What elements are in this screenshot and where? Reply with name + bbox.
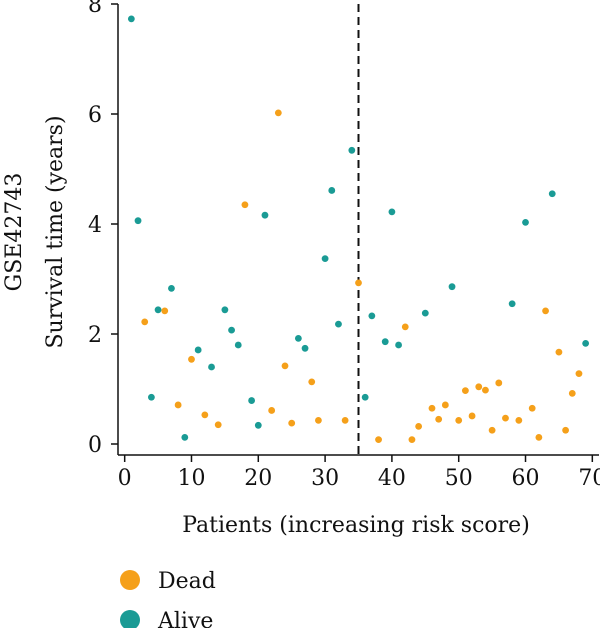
data-point-dead xyxy=(468,412,476,420)
legend-label-alive: Alive xyxy=(157,609,213,628)
data-point-dead xyxy=(435,415,443,423)
data-point-dead xyxy=(562,426,569,434)
data-point-dead xyxy=(568,390,576,397)
x-axis-ticks: 0 10 20 30 40 50 60 70 xyxy=(118,455,600,491)
data-point-dead xyxy=(174,401,182,409)
data-point-dead xyxy=(408,436,416,443)
data-point-dead xyxy=(455,416,463,424)
data-point-dead xyxy=(575,370,583,377)
data-point-alive xyxy=(234,341,242,349)
y-tick-label: 6 xyxy=(88,103,102,128)
data-point-dead xyxy=(461,387,469,395)
data-point-dead xyxy=(528,404,536,412)
data-point-alive xyxy=(221,306,229,314)
data-point-alive xyxy=(381,338,389,346)
data-point-dead xyxy=(201,411,209,419)
data-point-dead xyxy=(535,434,543,441)
data-point-alive xyxy=(261,211,269,219)
data-point-dead xyxy=(214,421,222,429)
x-tick-label: 50 xyxy=(445,466,473,491)
data-point-dead xyxy=(401,323,409,331)
data-point-alive xyxy=(548,190,556,198)
data-point-alive xyxy=(361,393,369,401)
data-point-alive xyxy=(321,255,329,263)
legend-label-dead: Dead xyxy=(158,569,216,594)
data-point-alive xyxy=(254,421,262,429)
data-point-alive xyxy=(301,344,309,352)
data-point-alive xyxy=(228,326,235,334)
data-point-dead xyxy=(415,423,423,430)
data-point-alive xyxy=(522,218,529,226)
data-point-alive xyxy=(421,309,429,317)
x-tick-label: 20 xyxy=(244,466,272,491)
data-point-alive xyxy=(134,217,142,225)
data-point-dead xyxy=(475,383,483,391)
x-tick-label: 60 xyxy=(512,466,540,491)
y-tick-label: 2 xyxy=(88,323,102,348)
y-tick-label: 0 xyxy=(88,433,102,458)
legend-marker-alive xyxy=(120,610,140,628)
data-point-dead xyxy=(502,414,509,422)
data-point-dead xyxy=(488,426,496,434)
data-point-dead xyxy=(268,407,276,414)
data-point-alive xyxy=(208,363,215,371)
data-point-dead xyxy=(355,279,362,287)
data-point-dead xyxy=(428,404,436,412)
data-point-alive xyxy=(395,341,402,349)
x-tick-label: 70 xyxy=(578,466,600,491)
data-point-alive xyxy=(248,397,256,404)
legend-marker-dead xyxy=(120,570,140,590)
data-point-alive xyxy=(148,393,155,401)
data-point-alive xyxy=(328,187,336,194)
data-point-alive xyxy=(335,320,342,328)
data-point-alive xyxy=(294,335,302,342)
data-point-alive xyxy=(368,312,376,320)
data-point-dead xyxy=(241,201,249,209)
data-point-alive xyxy=(348,146,356,154)
dataset-label: GSE42743 xyxy=(2,173,27,292)
data-point-alive xyxy=(181,434,189,441)
data-point-alive xyxy=(194,346,202,354)
x-tick-label: 40 xyxy=(378,466,406,491)
data-point-alive xyxy=(154,306,162,314)
data-point-dead xyxy=(341,416,349,424)
y-tick-label: 8 xyxy=(88,0,102,18)
data-point-dead xyxy=(281,362,289,370)
y-axis-label: Survival time (years) xyxy=(43,115,68,348)
data-point-alive xyxy=(448,283,456,291)
data-point-alive xyxy=(127,15,135,23)
data-point-dead xyxy=(288,419,296,427)
data-point-dead xyxy=(375,436,382,443)
x-tick-label: 30 xyxy=(311,466,339,491)
y-axis-ticks: 0 2 4 6 8 xyxy=(88,0,118,458)
data-points xyxy=(127,15,590,443)
x-tick-label: 0 xyxy=(118,466,132,491)
legend: Dead Alive xyxy=(120,569,216,628)
x-tick-label: 10 xyxy=(177,466,205,491)
data-point-alive xyxy=(508,300,516,308)
data-point-dead xyxy=(161,307,169,315)
data-point-dead xyxy=(542,307,549,315)
data-point-dead xyxy=(555,348,563,356)
data-point-dead xyxy=(141,318,149,326)
data-point-alive xyxy=(168,284,175,292)
data-point-dead xyxy=(274,109,282,117)
plot-area: 0 10 20 30 40 50 60 70 0 2 4 6 8 xyxy=(88,0,600,491)
data-point-alive xyxy=(582,339,590,347)
x-axis-label: Patients (increasing risk score) xyxy=(182,513,530,538)
data-point-dead xyxy=(482,386,489,394)
data-point-dead xyxy=(495,379,503,387)
data-point-alive xyxy=(388,208,396,216)
y-tick-label: 4 xyxy=(88,213,102,238)
data-point-dead xyxy=(315,416,322,424)
data-point-dead xyxy=(188,355,195,363)
data-point-dead xyxy=(308,378,316,386)
data-point-dead xyxy=(515,416,523,424)
data-point-dead xyxy=(441,401,449,409)
